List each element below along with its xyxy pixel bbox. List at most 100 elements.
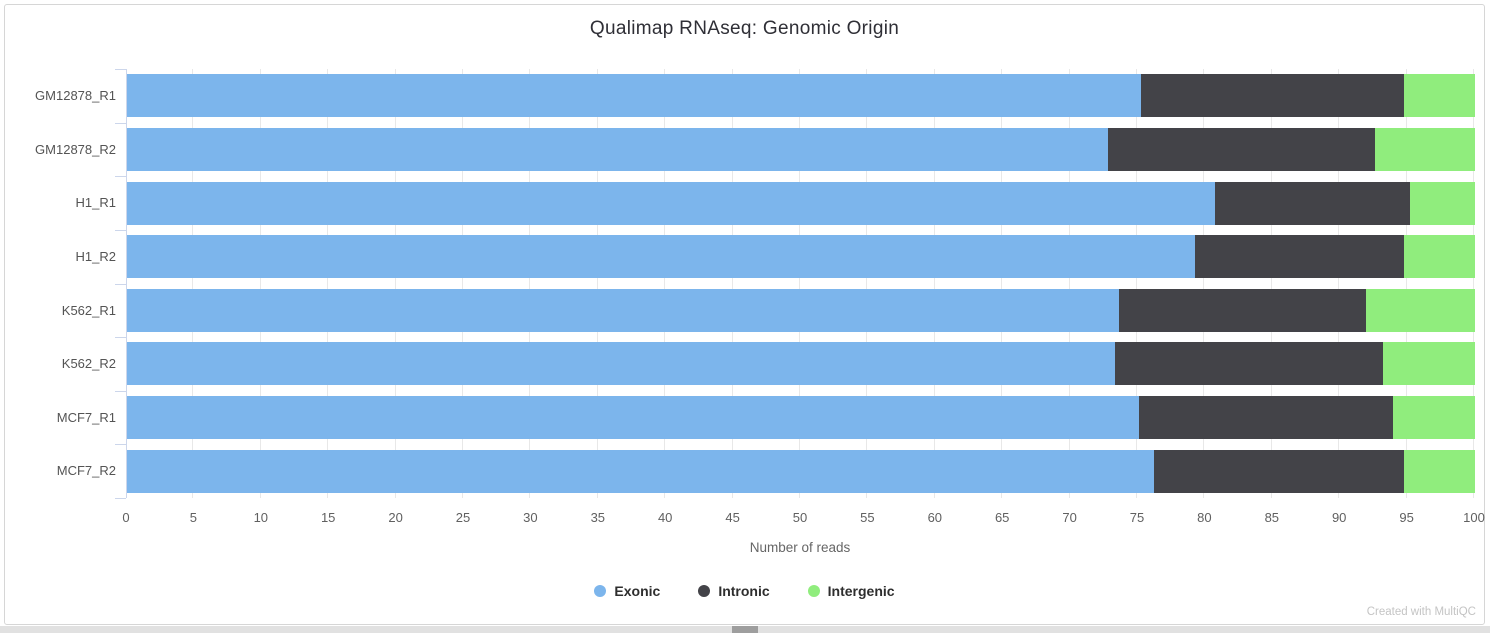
bar-segment-intronic[interactable] xyxy=(1119,288,1366,332)
category-axis-labels: GM12878_R1 GM12878_R2 H1_R1 H1_R2 K562_R1 K56… xyxy=(5,69,116,498)
gridline xyxy=(1405,69,1407,498)
gridline xyxy=(394,69,396,498)
bar-segment-exonic[interactable] xyxy=(127,288,1120,332)
value-axis-title: Number of reads xyxy=(749,540,851,555)
category-label: H1_R2 xyxy=(75,248,116,264)
bar-segment-intergenic[interactable] xyxy=(1383,342,1475,386)
bar-row-MCF7_R2 xyxy=(127,449,1475,493)
bar-row-GM12878_R2 xyxy=(127,127,1475,171)
bar-segment-intergenic[interactable] xyxy=(1403,74,1475,118)
gridline xyxy=(731,69,733,498)
bar-segment-intronic[interactable] xyxy=(1194,235,1404,279)
bar-row-H1_R1 xyxy=(127,181,1475,225)
category-tick xyxy=(115,337,126,338)
category-label: K562_R2 xyxy=(61,356,116,372)
bar-segment-intronic[interactable] xyxy=(1115,342,1384,386)
legend-label: Exonic xyxy=(614,583,661,599)
gridline xyxy=(1270,69,1272,498)
bar-segment-intronic[interactable] xyxy=(1108,127,1376,171)
category-tick xyxy=(115,230,126,231)
bar-segment-intergenic[interactable] xyxy=(1403,449,1475,493)
value-tick-label: 70 xyxy=(1062,510,1077,525)
bar-segment-exonic[interactable] xyxy=(127,342,1116,386)
value-tick-label: 45 xyxy=(725,510,740,525)
bar-segment-intronic[interactable] xyxy=(1214,181,1411,225)
bar-row-H1_R2 xyxy=(127,235,1475,279)
legend-label: Intergenic xyxy=(827,583,895,599)
category-tick xyxy=(115,444,126,445)
bar-segment-intronic[interactable] xyxy=(1139,396,1393,440)
bar-segment-exonic[interactable] xyxy=(127,235,1195,279)
legend-swatch-icon xyxy=(594,585,607,597)
gridline xyxy=(596,69,598,498)
category-tick xyxy=(115,498,126,499)
bar-segment-exonic[interactable] xyxy=(127,449,1155,493)
gridline xyxy=(866,69,868,498)
value-tick-label: 20 xyxy=(388,510,403,525)
value-tick-label: 0 xyxy=(122,510,130,525)
bar-segment-exonic[interactable] xyxy=(127,127,1109,171)
value-axis-tick-labels: 0 5 10 15 20 25 30 35 40 45 50 55 60 65 70 75 80 85 90 95 10… xyxy=(122,510,1484,526)
value-tick-label: 40 xyxy=(657,510,673,525)
value-tick-label: 90 xyxy=(1331,510,1347,525)
legend: Exonic Intronic Intergenic xyxy=(5,583,1484,599)
legend-item-intronic[interactable]: Intronic xyxy=(698,583,770,599)
gridline xyxy=(1473,69,1474,498)
gridline xyxy=(192,69,194,498)
plot-area xyxy=(115,69,1475,499)
bar-segment-exonic[interactable] xyxy=(127,396,1140,440)
category-tick xyxy=(115,69,126,70)
value-tick-label: 95 xyxy=(1399,510,1414,525)
gridline xyxy=(1136,69,1137,498)
value-tick-label: 10 xyxy=(253,510,269,525)
bar-segment-intergenic[interactable] xyxy=(1392,396,1475,440)
horizontal-scrollbar-thumb[interactable] xyxy=(732,626,758,633)
gridline xyxy=(664,69,666,498)
gridline xyxy=(1001,69,1003,498)
bar-segment-intergenic[interactable] xyxy=(1403,235,1475,279)
category-tick xyxy=(115,176,126,177)
value-tick-label: 35 xyxy=(590,510,606,525)
gridline xyxy=(327,69,329,498)
gridline xyxy=(799,69,800,498)
category-tick xyxy=(115,391,126,392)
value-tick-label: 85 xyxy=(1264,510,1280,525)
category-tick xyxy=(115,284,126,285)
legend-label: Intronic xyxy=(718,583,770,599)
legend-item-exonic[interactable]: Exonic xyxy=(594,583,660,599)
bar-segment-exonic[interactable] xyxy=(127,181,1215,225)
category-label: K562_R1 xyxy=(61,302,116,318)
legend-swatch-icon xyxy=(698,585,711,597)
category-tick xyxy=(115,123,126,124)
gridline xyxy=(259,69,261,498)
bar-segment-intergenic[interactable] xyxy=(1365,288,1475,332)
category-label: GM12878_R1 xyxy=(35,88,116,103)
category-label: MCF7_R1 xyxy=(56,409,116,425)
value-tick-label: 75 xyxy=(1129,510,1145,525)
bar-segment-intergenic[interactable] xyxy=(1375,127,1475,171)
chart-card: Qualimap RNAseq: Genomic Origin GM12878_… xyxy=(4,4,1485,625)
value-tick-label: 50 xyxy=(792,510,808,525)
gridline xyxy=(1338,69,1340,498)
category-axis-line xyxy=(126,69,127,498)
value-tick-label: 80 xyxy=(1197,510,1212,525)
bar-segment-intergenic[interactable] xyxy=(1410,181,1475,225)
bar-row-GM12878_R1 xyxy=(127,74,1475,118)
category-label: GM12878_R2 xyxy=(35,141,116,157)
category-label: MCF7_R2 xyxy=(56,463,116,479)
value-tick-label: 5 xyxy=(189,510,197,525)
gridline xyxy=(462,69,463,498)
gridline xyxy=(529,69,531,498)
bar-segment-exonic[interactable] xyxy=(127,74,1141,118)
chart-title: Qualimap RNAseq: Genomic Origin xyxy=(589,18,900,39)
horizontal-scrollbar-track[interactable] xyxy=(0,626,1490,633)
bar-segment-intronic[interactable] xyxy=(1140,74,1404,118)
value-tick-label: 60 xyxy=(927,510,943,525)
legend-swatch-icon xyxy=(807,585,820,597)
legend-item-intergenic[interactable]: Intergenic xyxy=(807,583,895,599)
bar-row-K562_R1 xyxy=(127,288,1475,332)
bar-segment-intronic[interactable] xyxy=(1154,449,1404,493)
value-tick-label: 15 xyxy=(320,510,336,525)
value-tick-label: 100 xyxy=(1463,510,1485,525)
value-tick-label: 65 xyxy=(994,510,1010,525)
